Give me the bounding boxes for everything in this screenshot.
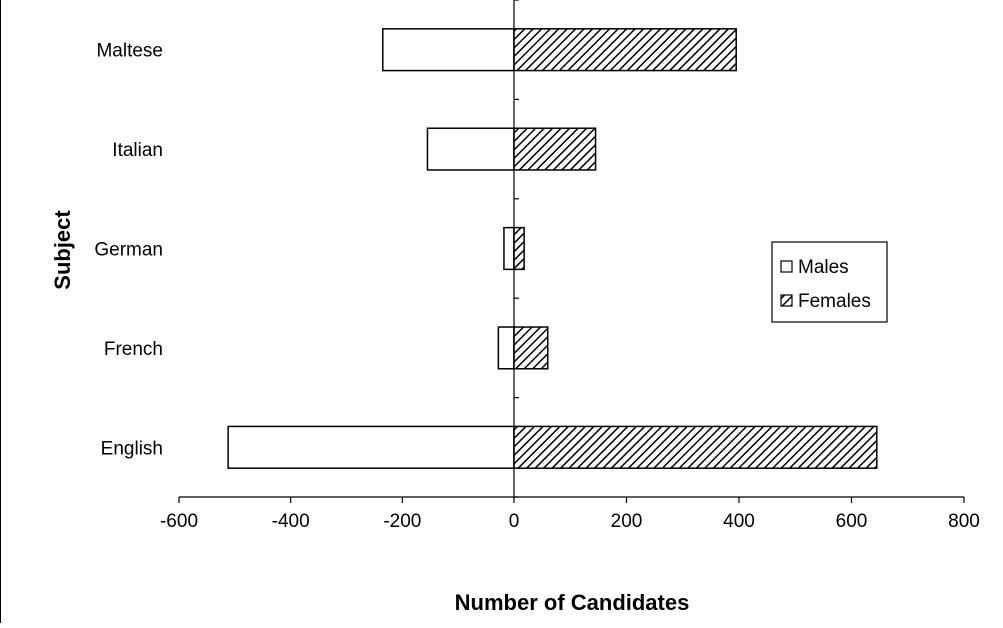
category-label-maltese: Maltese: [96, 41, 163, 62]
labels: Number of Candidates Subject: [50, 210, 689, 615]
bar-females-german: [513, 226, 525, 271]
bar-males-italian: [426, 127, 515, 171]
legend-swatch-males: [780, 260, 793, 273]
x-tick-label: 400: [723, 511, 755, 532]
y-axis-title: Subject: [50, 210, 75, 290]
x-tick-label: -600: [160, 511, 198, 532]
x-tick-label: 0: [509, 511, 520, 532]
axes: Maltese Italian German French English -600 -40…: [94, 0, 980, 532]
legend-box: [771, 241, 888, 323]
legend-swatch-females: [780, 294, 793, 307]
category-label-german: German: [94, 240, 163, 261]
bar-males-maltese: [382, 28, 515, 72]
bar-males-english: [227, 425, 515, 469]
x-tick-label: 200: [611, 511, 643, 532]
bar-females-french: [513, 326, 549, 370]
bar-females-maltese: [513, 28, 737, 72]
bar-females-english: [513, 425, 878, 469]
bar-males-french: [497, 326, 515, 370]
x-tick-label: 800: [948, 511, 980, 532]
bar-males-german: [503, 226, 515, 271]
x-axis-title: Number of Candidates: [455, 590, 690, 615]
legend-label-males: Males: [798, 257, 849, 278]
x-tick-label: 600: [836, 511, 868, 532]
category-label-italian: Italian: [112, 140, 163, 161]
legend: Males Females: [771, 241, 888, 323]
legend-label-females: Females: [798, 291, 871, 312]
x-tick-label: -200: [383, 511, 421, 532]
x-tick-label: -400: [272, 511, 310, 532]
category-label-english: English: [101, 438, 163, 459]
bar-females-italian: [513, 127, 597, 171]
category-label-french: French: [104, 339, 163, 360]
